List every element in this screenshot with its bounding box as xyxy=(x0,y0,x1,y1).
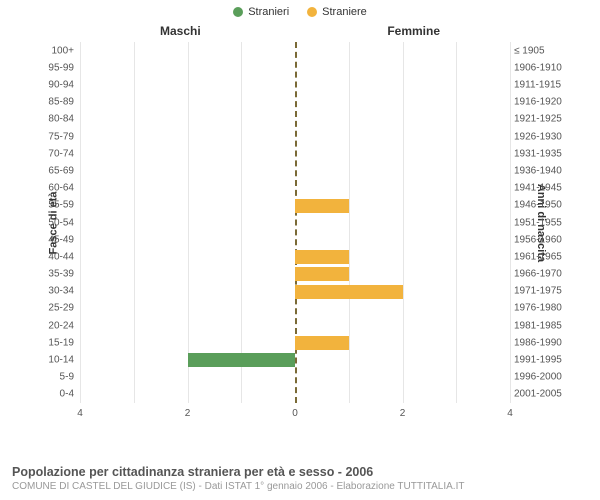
gridline xyxy=(510,42,511,403)
plot-area: 100+≤ 190595-991906-191090-941911-191585… xyxy=(80,42,510,403)
ytick-birth: 1986-1990 xyxy=(514,337,570,348)
chart-subtitle: COMUNE DI CASTEL DEL GIUDICE (IS) - Dati… xyxy=(12,481,588,492)
ytick-birth: 1966-1970 xyxy=(514,269,570,280)
bar-female xyxy=(295,336,349,350)
data-row xyxy=(80,317,510,334)
data-row xyxy=(80,128,510,145)
column-title-male: Maschi xyxy=(160,24,201,38)
ytick-birth: 1961-1965 xyxy=(514,251,570,262)
ytick-age: 55-59 xyxy=(40,200,74,211)
data-row xyxy=(80,283,510,300)
data-row xyxy=(80,94,510,111)
chart-title: Popolazione per cittadinanza straniera p… xyxy=(12,465,588,479)
legend-item-male: Stranieri xyxy=(233,6,289,18)
ytick-birth: 1941-1945 xyxy=(514,183,570,194)
bar-female xyxy=(295,267,349,281)
data-row xyxy=(80,248,510,265)
ytick-birth: 1911-1915 xyxy=(514,79,570,90)
legend-label-female: Straniere xyxy=(322,6,367,18)
ytick-age: 15-19 xyxy=(40,337,74,348)
data-row xyxy=(80,300,510,317)
data-row xyxy=(80,145,510,162)
legend: Stranieri Straniere xyxy=(0,0,600,20)
ytick-birth: 1906-1910 xyxy=(514,62,570,73)
ytick-age: 10-14 xyxy=(40,355,74,366)
ytick-age: 65-69 xyxy=(40,165,74,176)
ytick-age: 100+ xyxy=(40,45,74,56)
data-row xyxy=(80,369,510,386)
bar-male xyxy=(188,353,296,367)
xtick: 4 xyxy=(77,408,83,419)
column-title-female: Femmine xyxy=(387,24,440,38)
ytick-age: 50-54 xyxy=(40,217,74,228)
ytick-age: 5-9 xyxy=(40,372,74,383)
data-row xyxy=(80,162,510,179)
ytick-age: 85-89 xyxy=(40,97,74,108)
ytick-age: 30-34 xyxy=(40,286,74,297)
swatch-male xyxy=(233,7,243,17)
bar-female xyxy=(295,285,403,299)
ytick-birth: 1981-1985 xyxy=(514,320,570,331)
data-row xyxy=(80,214,510,231)
ytick-age: 35-39 xyxy=(40,269,74,280)
ytick-age: 20-24 xyxy=(40,320,74,331)
data-row xyxy=(80,265,510,282)
ytick-birth: 1921-1925 xyxy=(514,114,570,125)
legend-label-male: Stranieri xyxy=(248,6,289,18)
bar-female xyxy=(295,199,349,213)
ytick-birth: 1916-1920 xyxy=(514,97,570,108)
ytick-age: 25-29 xyxy=(40,303,74,314)
ytick-age: 90-94 xyxy=(40,79,74,90)
ytick-age: 0-4 xyxy=(40,389,74,400)
bar-female xyxy=(295,250,349,264)
data-row xyxy=(80,231,510,248)
ytick-age: 80-84 xyxy=(40,114,74,125)
ytick-birth: 1946-1950 xyxy=(514,200,570,211)
ytick-birth: 2001-2005 xyxy=(514,389,570,400)
legend-item-female: Straniere xyxy=(307,6,367,18)
ytick-birth: 1971-1975 xyxy=(514,286,570,297)
ytick-age: 40-44 xyxy=(40,251,74,262)
ytick-age: 45-49 xyxy=(40,234,74,245)
data-row xyxy=(80,197,510,214)
ytick-birth: 1996-2000 xyxy=(514,372,570,383)
chart: Maschi Femmine Fasce di età Anni di nasc… xyxy=(30,20,570,425)
data-row xyxy=(80,111,510,128)
ytick-birth: 1926-1930 xyxy=(514,131,570,142)
ytick-birth: 1931-1935 xyxy=(514,148,570,159)
xtick: 2 xyxy=(185,408,191,419)
ytick-birth: 1991-1995 xyxy=(514,355,570,366)
ytick-birth: 1976-1980 xyxy=(514,303,570,314)
ytick-age: 70-74 xyxy=(40,148,74,159)
ytick-birth: 1936-1940 xyxy=(514,165,570,176)
data-row xyxy=(80,76,510,93)
data-row xyxy=(80,59,510,76)
data-row xyxy=(80,42,510,59)
chart-footer: Popolazione per cittadinanza straniera p… xyxy=(12,465,588,492)
ytick-age: 95-99 xyxy=(40,62,74,73)
xtick: 4 xyxy=(507,408,513,419)
ytick-birth: 1956-1960 xyxy=(514,234,570,245)
ytick-age: 75-79 xyxy=(40,131,74,142)
ytick-age: 60-64 xyxy=(40,183,74,194)
ytick-birth: 1951-1955 xyxy=(514,217,570,228)
swatch-female xyxy=(307,7,317,17)
xtick: 2 xyxy=(400,408,406,419)
data-row xyxy=(80,386,510,403)
ytick-birth: ≤ 1905 xyxy=(514,45,570,56)
data-row xyxy=(80,351,510,368)
data-row xyxy=(80,334,510,351)
data-row xyxy=(80,180,510,197)
xtick: 0 xyxy=(292,408,298,419)
